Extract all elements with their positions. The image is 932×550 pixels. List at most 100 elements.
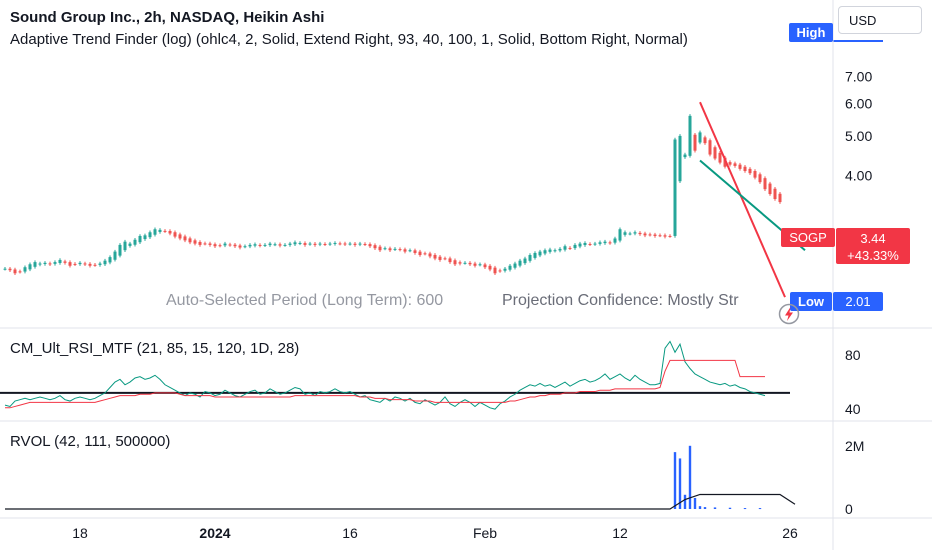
candle-body <box>3 268 7 270</box>
candle-body <box>528 255 532 261</box>
chart-title: Sound Group Inc., 2h, NASDAQ, Heikin Ash… <box>10 9 325 26</box>
rvol-pane-label: RVOL (42, 111, 500000) <box>10 433 171 450</box>
rsi-tick-label: 40 <box>845 401 861 417</box>
candle-body <box>323 243 327 245</box>
candle-body <box>363 243 367 245</box>
candle-body <box>143 235 147 240</box>
candle-body <box>638 232 642 235</box>
candle-body <box>578 243 582 247</box>
candle-body <box>268 243 272 246</box>
candle-body <box>543 250 547 254</box>
time-tick-label: 16 <box>342 525 358 541</box>
candle-body <box>93 264 97 266</box>
rvol-bar <box>703 507 707 509</box>
candle-body <box>668 235 672 237</box>
candle-body <box>558 248 562 251</box>
candle-body <box>348 243 352 245</box>
candle-body <box>568 247 572 249</box>
candle-body <box>148 232 152 238</box>
candle-body <box>603 241 607 244</box>
candle-body <box>178 234 182 239</box>
rvol-bar <box>673 452 677 509</box>
candle-body <box>508 265 512 270</box>
candle-body <box>18 271 22 273</box>
rsi-signal-line <box>5 359 765 409</box>
rvol-tick-label: 0 <box>845 501 853 517</box>
candle-body <box>208 243 212 245</box>
candle-body <box>368 244 372 247</box>
candle-body <box>23 267 27 272</box>
price-tick-label: 4.00 <box>845 167 872 183</box>
candle-body <box>128 243 132 246</box>
candle-body <box>108 257 112 263</box>
candle-body <box>138 235 142 243</box>
candle-body <box>723 157 727 167</box>
candle-body <box>538 251 542 256</box>
candle-body <box>768 183 772 195</box>
rvol-bar <box>758 508 762 510</box>
candle-body <box>228 244 232 246</box>
candle-body <box>518 260 522 266</box>
price-tick-label: 7.00 <box>845 68 872 84</box>
candle-body <box>458 262 462 264</box>
candle-body <box>708 140 712 155</box>
low-tag: Low <box>790 292 832 311</box>
currency-selector[interactable]: USD <box>838 6 922 34</box>
candle-body <box>168 230 172 234</box>
candle-body <box>358 243 362 245</box>
candle-body <box>703 137 707 144</box>
low-value-tag: 2.01 <box>833 292 883 311</box>
candle-body <box>388 248 392 251</box>
candle-body <box>473 263 477 266</box>
candle-body <box>553 250 557 252</box>
candle-body <box>373 245 377 249</box>
candle-body <box>68 262 72 266</box>
rvol-pane <box>5 445 796 510</box>
candle-body <box>463 262 467 264</box>
rvol-bar <box>678 458 682 509</box>
candle-body <box>598 242 602 244</box>
candle-body <box>43 262 47 264</box>
candle-body <box>663 235 667 237</box>
time-tick-label: Feb <box>473 525 497 541</box>
candle-body <box>478 264 482 266</box>
candle-body <box>563 246 567 250</box>
rsi-pane <box>0 340 790 410</box>
candle-body <box>33 262 37 267</box>
rvol-bar <box>688 445 692 509</box>
candle-body <box>98 263 102 265</box>
candle-body <box>58 259 62 263</box>
candle-body <box>298 242 302 244</box>
candle-body <box>488 265 492 270</box>
candle-body <box>213 244 217 247</box>
candle-body <box>633 232 637 234</box>
candle-body <box>773 188 777 200</box>
candle-body <box>78 262 82 265</box>
candle-body <box>153 229 157 235</box>
candle-body <box>283 244 287 246</box>
candle-body <box>418 251 422 256</box>
candle-body <box>588 243 592 245</box>
candle-body <box>743 166 747 172</box>
candle-body <box>688 115 692 156</box>
candle-body <box>263 244 267 246</box>
rvol-tick-label: 2M <box>845 438 864 454</box>
tradingview-logo-icon[interactable] <box>778 303 800 325</box>
candle-body <box>523 258 527 264</box>
trend-upper-line <box>699 101 786 298</box>
candle-body <box>243 246 247 248</box>
candle-body <box>378 246 382 251</box>
symbol-price-tag: SOGP <box>781 228 835 247</box>
candle-body <box>253 244 257 246</box>
candle-body <box>713 147 717 159</box>
candle-body <box>203 243 207 245</box>
candle-body <box>448 258 452 263</box>
last-price-tag: 3.44 +43.33% <box>836 228 910 264</box>
candle-body <box>693 134 697 151</box>
candle-body <box>513 263 517 268</box>
rsi-pane-label: CM_Ult_RSI_MTF (21, 85, 15, 120, 1D, 28) <box>10 340 300 357</box>
candle-body <box>468 262 472 265</box>
candle-body <box>218 245 222 247</box>
candle-body <box>423 253 427 255</box>
time-tick-label: 2024 <box>199 525 230 541</box>
